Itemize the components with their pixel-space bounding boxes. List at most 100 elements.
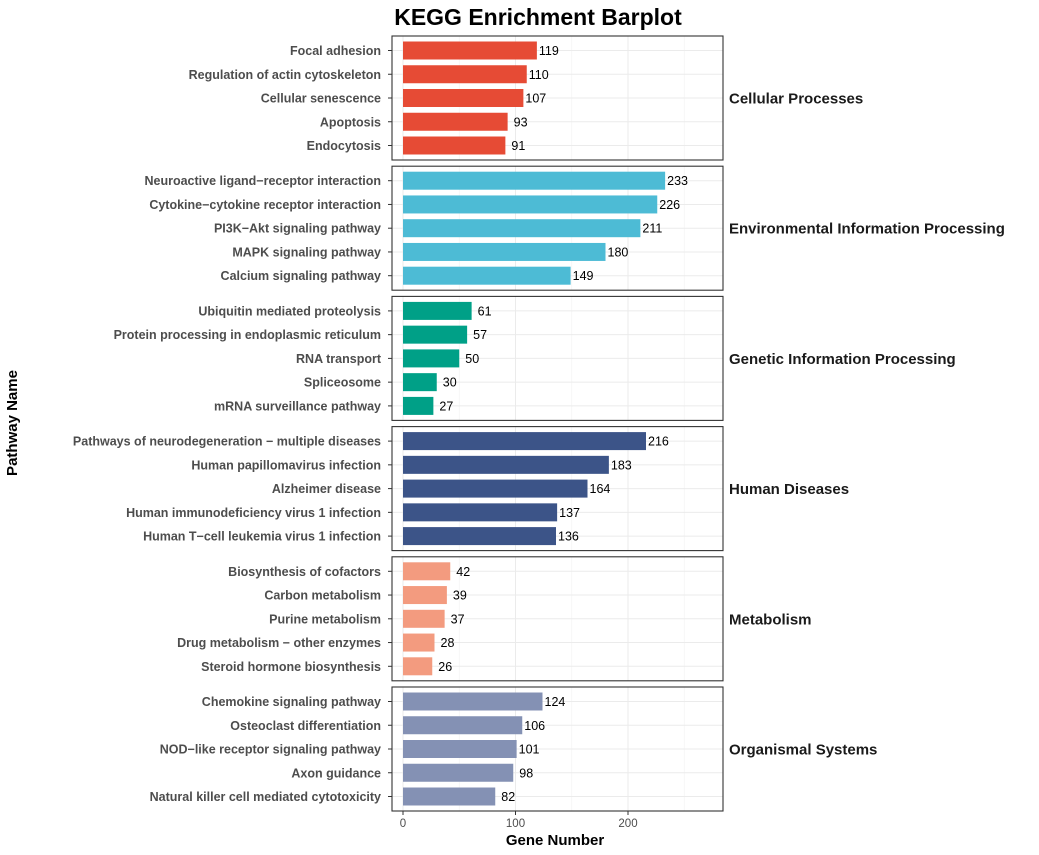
y-tick-label: Calcium signaling pathway xyxy=(221,269,381,283)
bar xyxy=(403,455,609,474)
value-label: 42 xyxy=(456,565,470,579)
y-tick-label: Neuroactive ligand−receptor interaction xyxy=(144,174,381,188)
y-tick-label: Natural killer cell mediated cytotoxicit… xyxy=(150,790,381,804)
bar xyxy=(403,787,496,806)
x-tick-label: 0 xyxy=(400,818,406,830)
facet-environmental-information-processing: 233 Neuroactive ligand−receptor interacti… xyxy=(144,165,1005,291)
y-tick-label: Cytokine−cytokine receptor interaction xyxy=(149,198,381,212)
panel-border xyxy=(391,35,724,161)
value-label: 57 xyxy=(473,328,487,342)
y-tick-label: Protein processing in endoplasmic reticu… xyxy=(114,328,381,342)
y-tick-label: Biosynthesis of cofactors xyxy=(228,565,381,579)
y-tick-label: Cellular senescence xyxy=(261,92,381,106)
x-axis-title: Gene Number xyxy=(506,832,605,849)
bar xyxy=(403,432,646,451)
value-label: 233 xyxy=(667,174,688,188)
bar xyxy=(403,562,451,581)
value-label: 124 xyxy=(545,695,566,709)
y-tick-label: Steroid hormone biosynthesis xyxy=(201,660,381,674)
y-tick-label: MAPK signaling pathway xyxy=(232,245,381,259)
x-tick-label: 200 xyxy=(618,818,637,830)
y-tick-label: mRNA surveillance pathway xyxy=(214,399,381,413)
bar xyxy=(403,325,468,344)
facet-metabolism: 42 Biosynthesis of cofactors 39 Carbon meta… xyxy=(177,556,812,682)
bar xyxy=(403,89,524,107)
bar xyxy=(403,112,508,131)
x-tick-label: 100 xyxy=(506,818,525,830)
bar xyxy=(403,586,447,605)
y-tick-label: Axon guidance xyxy=(291,766,381,780)
facet-label: Cellular Processes xyxy=(729,91,863,108)
y-tick-label: Chemokine signaling pathway xyxy=(202,695,381,709)
value-label: 107 xyxy=(525,92,546,106)
value-label: 98 xyxy=(519,766,533,780)
y-tick-label: Osteoclast differentiation xyxy=(230,719,381,733)
y-tick-label: Endocytosis xyxy=(307,139,381,153)
value-label: 82 xyxy=(501,790,515,804)
value-label: 61 xyxy=(478,304,492,318)
y-tick-label: PI3K−Akt signaling pathway xyxy=(214,222,381,236)
bar xyxy=(403,65,527,84)
bar xyxy=(403,740,517,758)
panel-border xyxy=(391,295,724,421)
value-label: 28 xyxy=(441,636,455,650)
value-label: 106 xyxy=(524,719,545,733)
facet-panels: 119 Focal adhesion 110 Regulation of actin … xyxy=(73,35,1005,812)
value-label: 26 xyxy=(438,660,452,674)
value-label: 183 xyxy=(611,458,632,472)
facet-label: Human Diseases xyxy=(729,481,849,498)
bar xyxy=(403,349,460,368)
y-tick-label: Drug metabolism − other enzymes xyxy=(177,636,381,650)
y-tick-label: Regulation of actin cytoskeleton xyxy=(189,68,381,82)
facet-human-diseases: 216 Pathways of neurodegeneration − multi… xyxy=(73,426,849,552)
facet-organismal-systems: 124 Chemokine signaling pathway 106 Osteocl… xyxy=(150,686,877,812)
value-label: 136 xyxy=(558,530,579,544)
facet-label: Genetic Information Processing xyxy=(729,351,956,368)
bar xyxy=(403,692,543,711)
x-axis: 0 100 200 xyxy=(400,811,638,830)
bar xyxy=(403,219,641,238)
value-label: 226 xyxy=(659,198,680,212)
y-axis-title: Pathway Name xyxy=(4,370,21,476)
facet-genetic-information-processing: 61 Ubiquitin mediated proteolysis 57 Protei… xyxy=(114,295,956,421)
bar xyxy=(403,527,556,546)
facet-cellular-processes: 119 Focal adhesion 110 Regulation of actin … xyxy=(189,35,863,161)
value-label: 149 xyxy=(573,269,594,283)
bar xyxy=(403,503,558,522)
y-tick-label: Focal adhesion xyxy=(290,44,381,58)
value-label: 39 xyxy=(453,589,467,603)
y-tick-label: NOD−like receptor signaling pathway xyxy=(160,743,381,757)
bar xyxy=(403,266,571,285)
value-label: 110 xyxy=(529,68,549,82)
bar xyxy=(403,479,588,498)
value-label: 216 xyxy=(648,435,669,449)
bar xyxy=(403,633,435,652)
bar xyxy=(403,136,506,155)
bar xyxy=(403,763,514,782)
value-label: 30 xyxy=(443,376,457,390)
value-label: 93 xyxy=(514,115,528,129)
panel-border xyxy=(391,556,724,682)
bar xyxy=(403,171,666,190)
bar xyxy=(403,195,658,214)
panel-border xyxy=(391,686,724,812)
value-label: 211 xyxy=(642,222,662,236)
y-tick-label: Human papillomavirus infection xyxy=(191,458,381,472)
value-label: 180 xyxy=(608,245,629,259)
bar xyxy=(403,373,437,392)
value-label: 91 xyxy=(511,139,525,153)
value-label: 37 xyxy=(451,612,465,626)
y-tick-label: Ubiquitin mediated proteolysis xyxy=(198,304,381,318)
y-tick-label: Spliceosome xyxy=(304,376,381,390)
bar xyxy=(403,657,433,676)
panel-border xyxy=(391,426,724,552)
bar xyxy=(403,716,523,735)
bar xyxy=(403,609,445,628)
value-label: 27 xyxy=(439,399,453,413)
facet-label: Environmental Information Processing xyxy=(729,221,1005,238)
y-tick-label: Purine metabolism xyxy=(269,612,381,626)
value-label: 101 xyxy=(519,743,540,757)
y-tick-label: Human immunodeficiency virus 1 infection xyxy=(126,506,381,520)
bar xyxy=(403,396,434,415)
